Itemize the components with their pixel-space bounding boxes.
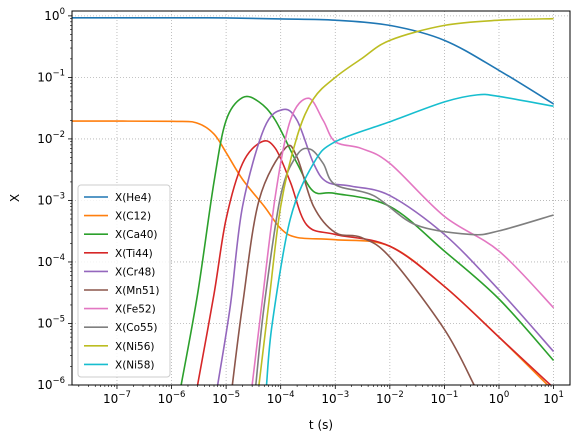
plot-frame bbox=[71, 10, 571, 386]
y-tick-label: 10−2 bbox=[37, 130, 65, 146]
x-tick-label: 10−2 bbox=[376, 390, 404, 406]
legend-label: X(Ni56) bbox=[115, 341, 155, 353]
x-tick-label: 10−7 bbox=[103, 390, 131, 406]
legend: X(He4) X(C12) X(Ca40) X(Ti44) X(Cr48) X(Mn51)… bbox=[77, 184, 171, 378]
legend-label: X(Co55) bbox=[115, 322, 158, 334]
legend-label: X(Fe52) bbox=[115, 304, 156, 316]
legend-label: X(Cr48) bbox=[115, 266, 155, 278]
x-tick-label: 101 bbox=[543, 390, 564, 406]
x-tick-label: 10−3 bbox=[321, 390, 349, 406]
x-tick-label: 10−5 bbox=[212, 390, 240, 406]
legend-box bbox=[77, 184, 171, 378]
y-tick-label: 10−5 bbox=[37, 314, 65, 330]
x-tick-label: 100 bbox=[489, 390, 510, 406]
legend-label: X(Ca40) bbox=[115, 229, 158, 241]
y-tick-label: 10−3 bbox=[37, 191, 65, 207]
series-line-x-co55 bbox=[255, 147, 554, 385]
y-tick-label: 100 bbox=[44, 7, 65, 23]
y-tick-label: 10−1 bbox=[37, 68, 65, 84]
x-axis: 10−7 10−6 10−5 10−4 10−3 10−2 10−1 100 101 bbox=[78, 385, 564, 406]
legend-label: X(Ni58) bbox=[115, 359, 155, 371]
series-line-x-ni58 bbox=[265, 93, 554, 385]
y-axis-label: X bbox=[8, 194, 22, 202]
legend-label: X(He4) bbox=[115, 192, 151, 204]
series-line-x-mn51 bbox=[231, 144, 475, 385]
series-line-x-ni56 bbox=[258, 17, 554, 385]
legend-label: X(C12) bbox=[115, 211, 151, 223]
y-axis: 10−6 10−5 10−4 10−3 10−2 10−1 100 bbox=[37, 7, 72, 392]
x-tick-label: 10−6 bbox=[158, 390, 186, 406]
y-tick-label: 10−6 bbox=[37, 376, 65, 392]
legend-label: X(Mn51) bbox=[115, 285, 159, 297]
x-tick-label: 10−4 bbox=[267, 390, 295, 406]
series-layer bbox=[72, 17, 555, 385]
y-tick-label: 10−4 bbox=[37, 253, 65, 269]
x-axis-label: t (s) bbox=[309, 418, 333, 432]
x-tick-label: 10−1 bbox=[431, 390, 459, 406]
series-line-x-ti44 bbox=[196, 139, 552, 385]
legend-label: X(Ti44) bbox=[115, 248, 153, 260]
series-line-x-he4 bbox=[72, 17, 554, 105]
series-line-x-fe52 bbox=[251, 97, 555, 385]
